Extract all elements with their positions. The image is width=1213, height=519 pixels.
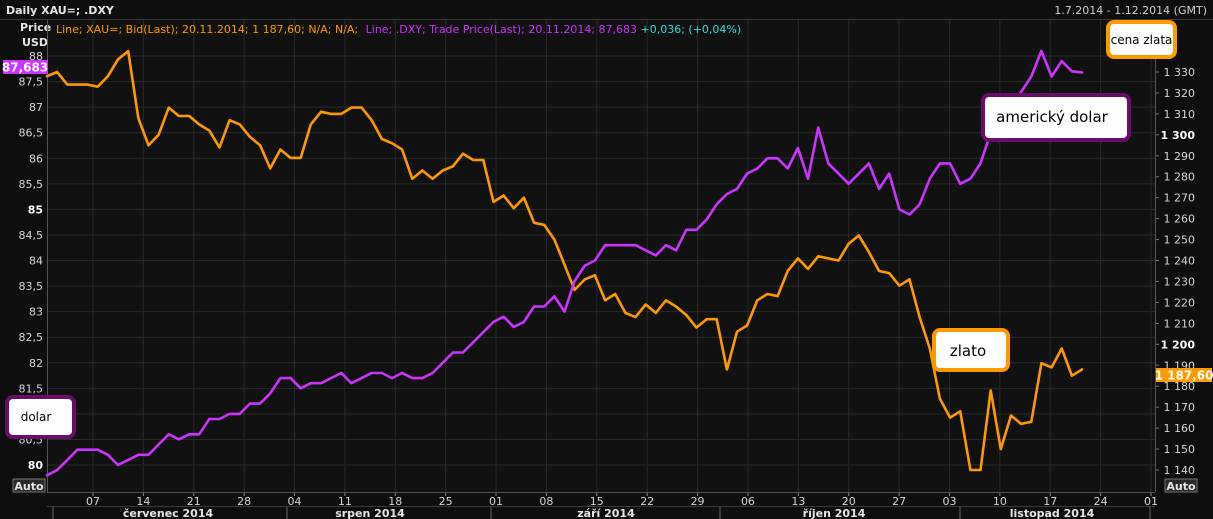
series-line-dollar xyxy=(45,49,1084,477)
callout-gold-box xyxy=(932,328,1010,372)
left-tick-label: 84 xyxy=(29,255,43,268)
dollar-last-tag-box xyxy=(3,60,48,74)
right-tick-label: 1 300 xyxy=(1161,129,1196,142)
series-line-gold xyxy=(45,49,1084,472)
gold-last-tag: 1 187,60 xyxy=(1155,369,1213,383)
callout-us-dollar: americký dolar xyxy=(996,108,1108,126)
x-tick-label: 06 xyxy=(741,495,755,508)
month-label: říjen 2014 xyxy=(803,507,866,519)
x-tick-label: 24 xyxy=(1094,495,1108,508)
right-tick-label: 1 310 xyxy=(1164,108,1196,121)
legend-dollar: Line; .DXY; Trade Price(Last); 20.11.201… xyxy=(366,23,637,36)
x-tick-label: 01 xyxy=(489,495,503,508)
left-tick-label: 83 xyxy=(29,306,43,319)
x-tick-label: 14 xyxy=(136,495,150,508)
legend: Line; XAU=; Bid(Last); 20.11.2014; 1 187… xyxy=(56,23,741,36)
left-axis-ticks: 88 87,5 87 86,5 86 85,5 85 84,5 84 83,5 83 82,5 82 81… xyxy=(19,50,44,472)
right-tick-label: 1 210 xyxy=(1164,317,1196,330)
x-tick-label: 15 xyxy=(590,495,604,508)
right-tick-label: 1 250 xyxy=(1164,234,1196,247)
left-tick-label: 85,5 xyxy=(19,178,44,191)
callout-gold-price: cena zlata xyxy=(1111,33,1173,47)
month-labels: červenec 2014 srpen 2014 září 2014 říjen 20… xyxy=(52,507,1151,519)
auto-left-label: Auto xyxy=(14,480,44,493)
callout-gold-price-box xyxy=(1106,20,1177,59)
auto-left-button[interactable] xyxy=(12,478,46,493)
gold-last-tag-box xyxy=(1156,368,1212,382)
axis-title-price: Price xyxy=(20,21,51,34)
right-tick-label: 1 320 xyxy=(1164,87,1196,100)
right-tick-label: 1 330 xyxy=(1164,66,1196,79)
plot-area xyxy=(47,20,1155,492)
right-tick-label: 1 260 xyxy=(1164,213,1196,226)
month-label: červenec 2014 xyxy=(123,507,214,519)
left-tick-label: 82,5 xyxy=(19,331,44,344)
left-tick-label: 83,5 xyxy=(19,280,44,293)
callout-dollar-box xyxy=(5,395,76,439)
month-label: září 2014 xyxy=(577,507,635,519)
x-axis-ticks: 07 14 21 28 04 11 18 25 01 08 15 22 29 06 13 20 27 03 10 17… xyxy=(86,492,1158,508)
x-tick-label: 29 xyxy=(691,495,705,508)
left-tick-label: 80 xyxy=(28,459,44,472)
callout-dollar: dolar xyxy=(21,410,52,424)
right-tick-label: 1 240 xyxy=(1164,255,1196,268)
month-label: srpen 2014 xyxy=(335,507,405,519)
left-tick-label: 84,5 xyxy=(19,229,44,242)
right-tick-label: 1 180 xyxy=(1164,380,1196,393)
auto-right-button[interactable] xyxy=(1164,478,1198,493)
right-tick-label: 1 140 xyxy=(1164,464,1196,477)
left-tick-label: 86,5 xyxy=(19,127,44,140)
callout-us-dollar-box xyxy=(981,93,1131,142)
right-axis-ticks: 1 330 1 320 1 310 1 300 1 290 1 280 1 270 1 260… xyxy=(1155,66,1195,477)
x-tick-label: 21 xyxy=(187,495,201,508)
axis-title-usd: USD xyxy=(22,36,48,49)
dollar-last-tag: 87,683 xyxy=(2,61,48,75)
x-tick-label: 20 xyxy=(842,495,856,508)
x-tick-label: 13 xyxy=(791,495,805,508)
right-tick-label: 1 290 xyxy=(1164,150,1196,163)
legend-dollar-change: +0,036; (+0,04%) xyxy=(641,23,742,36)
x-tick-label: 03 xyxy=(942,495,956,508)
left-tick-label: 82 xyxy=(29,357,43,370)
left-tick-label: 87,5 xyxy=(19,76,44,89)
right-tick-label: 1 280 xyxy=(1164,171,1196,184)
x-tick-label: 22 xyxy=(640,495,654,508)
right-tick-label: 1 230 xyxy=(1164,275,1196,288)
x-tick-label: 10 xyxy=(993,495,1007,508)
right-tick-label: 1 170 xyxy=(1164,401,1196,414)
left-tick-label: 85 xyxy=(28,203,43,216)
x-tick-label: 18 xyxy=(388,495,402,508)
right-tick-label: 1 220 xyxy=(1164,296,1196,309)
right-tick-label: 1 160 xyxy=(1164,422,1196,435)
date-range: 1.7.2014 - 1.12.2014 (GMT) xyxy=(1054,4,1207,17)
left-tick-label: 88 xyxy=(29,50,43,63)
left-tick-label: 81,5 xyxy=(19,382,44,395)
right-tick-label: 1 150 xyxy=(1164,443,1196,456)
left-tick-label: 87 xyxy=(29,101,43,114)
left-tick-label: 86 xyxy=(29,152,43,165)
chart-header-title: Daily XAU=; .DXY xyxy=(6,4,115,17)
legend-gold: Line; XAU=; Bid(Last); 20.11.2014; 1 187… xyxy=(56,23,358,36)
x-tick-label: 01 xyxy=(1144,495,1158,508)
auto-right-label: Auto xyxy=(1166,480,1196,493)
right-tick-label: 1 270 xyxy=(1164,192,1196,205)
x-tick-label: 11 xyxy=(338,495,352,508)
grid-lines xyxy=(47,20,1155,492)
series-layer xyxy=(45,49,1084,477)
x-tick-label: 17 xyxy=(1043,495,1057,508)
month-label: listopad 2014 xyxy=(1010,507,1095,519)
right-tick-label: 1 200 xyxy=(1161,338,1196,351)
x-tick-label: 04 xyxy=(288,495,302,508)
x-tick-label: 07 xyxy=(86,495,100,508)
x-tick-label: 25 xyxy=(439,495,453,508)
x-tick-label: 28 xyxy=(237,495,251,508)
callout-gold: zlato xyxy=(950,342,986,360)
x-tick-label: 27 xyxy=(892,495,906,508)
x-tick-label: 08 xyxy=(539,495,553,508)
